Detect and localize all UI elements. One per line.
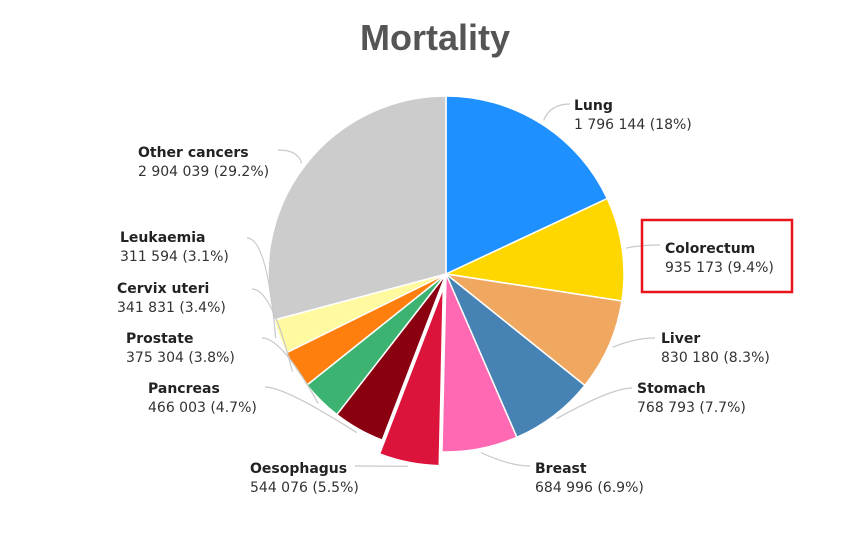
slice-label-name: Other cancers <box>138 145 249 161</box>
leader-line <box>612 337 656 348</box>
slice-label-name: Colorectum <box>665 241 755 257</box>
pie-slice-lung <box>445 95 609 276</box>
pie-slice-colorectum <box>443 197 625 302</box>
pie-slice-oesophagus <box>378 287 445 467</box>
leader-line <box>556 387 633 420</box>
slice-label-name: Stomach <box>637 381 706 397</box>
slice-label-value: 768 793 (7.7%) <box>637 400 746 416</box>
leader-line <box>264 386 357 434</box>
slice-label-name: Leukaemia <box>120 230 205 246</box>
slice-label-name: Prostate <box>126 331 193 347</box>
slice-labels: Lung 1 796 144 (18%) Colorectum 935 173 (9.… <box>117 98 774 496</box>
slice-label-value: 684 996 (6.9%) <box>535 480 644 496</box>
slice-label-name: Pancreas <box>148 381 220 397</box>
slice-label-value: 341 831 (3.4%) <box>117 300 226 316</box>
leader-line <box>261 337 319 404</box>
slice-label-value: 935 173 (9.4%) <box>665 260 774 276</box>
slice-label-value: 311 594 (3.1%) <box>120 249 229 265</box>
pie-slices <box>267 95 625 467</box>
slice-label-name: Lung <box>574 98 613 114</box>
slice-label-name: Cervix uteri <box>117 281 209 297</box>
slice-label-name: Breast <box>535 461 587 477</box>
slice-label-value: 544 076 (5.5%) <box>250 480 359 496</box>
leader-line <box>480 452 531 467</box>
highlight-box <box>640 218 794 294</box>
leader-line <box>543 103 571 121</box>
slice-label-value: 1 796 144 (18%) <box>574 117 692 133</box>
chart-title: Mortality <box>360 17 510 58</box>
slice-label-value: 830 180 (8.3%) <box>661 350 770 366</box>
leader-line <box>246 237 277 339</box>
leader-line <box>277 149 303 164</box>
slice-label-value: 2 904 039 (29.2%) <box>138 164 269 180</box>
slice-label-value: 375 304 (3.8%) <box>126 350 235 366</box>
leader-lines <box>246 103 661 467</box>
slice-label-name: Liver <box>661 331 700 347</box>
pie-slice-breast <box>441 273 518 453</box>
pie-slice-liver <box>443 272 623 387</box>
slice-label-value: 466 003 (4.7%) <box>148 400 257 416</box>
slice-label-name: Oesophagus <box>250 461 347 477</box>
leader-line <box>251 288 293 372</box>
